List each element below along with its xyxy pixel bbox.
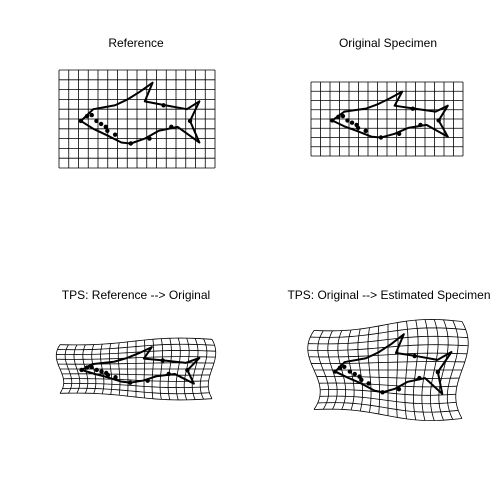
tps-ro-grid-line-horizontal <box>61 373 211 376</box>
tps-ro-landmark-point <box>99 369 104 374</box>
panel-tps-reference-to-original <box>55 337 217 401</box>
tps-oe-landmark-point <box>333 369 338 374</box>
original-landmark-point <box>396 131 402 136</box>
reference-landmark-point <box>98 121 104 127</box>
reference-landmark-point <box>94 118 99 124</box>
tps-oe-grid-line-horizontal <box>310 327 466 338</box>
tps-oe-landmark-point <box>359 377 364 383</box>
reference-landmark-point <box>89 112 94 118</box>
tps-ro-landmark-point <box>89 364 94 370</box>
tps-ro-grid-line-horizontal <box>62 387 210 395</box>
tps-oe-landmark-point <box>342 364 347 370</box>
reference-landmark-point <box>128 141 133 146</box>
reference-landmark-point <box>161 103 166 108</box>
tps-oe-grid-line-horizontal <box>317 402 459 413</box>
reference-landmark-point <box>187 118 193 124</box>
original-landmark-point <box>410 106 416 111</box>
reference-landmark-point <box>147 136 152 141</box>
original-landmark-point <box>363 128 368 134</box>
original-landmark-point <box>349 120 355 125</box>
original-landmark-point <box>345 118 350 123</box>
tps-oe-landmark-point <box>357 374 362 379</box>
tps-oe-shark-outline <box>334 333 453 395</box>
tps-oe-landmark-point <box>337 365 343 370</box>
tps-oe-grid-line-horizontal <box>308 352 468 358</box>
tps-oe-landmark-point <box>417 375 422 381</box>
reference-shark-outline <box>80 81 201 145</box>
tps-ro-landmark-point <box>105 372 111 378</box>
original-landmark-point <box>378 135 384 140</box>
tps-ro-grid-line-horizontal <box>59 392 213 401</box>
reference-landmark-point <box>169 124 174 130</box>
original-landmark-point <box>418 122 423 128</box>
original-landmark-point <box>436 118 441 123</box>
tps-ro-landmark-point <box>79 367 84 373</box>
original-landmark-point <box>336 114 341 119</box>
reference-landmark-point <box>103 124 109 130</box>
tps-oe-landmark-point <box>396 386 402 392</box>
tps-ro-landmark-point <box>113 375 118 380</box>
tps-ro-landmark-point <box>185 368 190 373</box>
tps-ro-landmark-point <box>166 371 171 377</box>
tps-oe-landmark-point <box>347 369 353 374</box>
reference-landmark-point <box>84 113 90 119</box>
original-shark-outline <box>331 90 449 139</box>
tps-oe-landmark-point <box>435 369 441 375</box>
panel-title-original-specimen: Original Specimen <box>339 36 437 50</box>
tps-oe-grid-line-horizontal <box>308 335 468 345</box>
tps-ro-grid-line-horizontal <box>63 383 209 388</box>
tps-oe-grid-line-horizontal <box>319 395 457 405</box>
tps-ro-landmark-point <box>94 367 99 373</box>
tps-ro-landmark-point <box>145 378 150 383</box>
tps-oe-landmark-point <box>352 371 357 377</box>
tps-oe-grid-line-horizontal <box>316 376 460 379</box>
tps-oe-grid-line-horizontal <box>320 389 456 396</box>
tps-oe-landmark-point <box>366 381 371 386</box>
tps-oe-grid-line-horizontal <box>313 319 463 332</box>
tps-ro-shark-outline <box>81 346 201 385</box>
tps-ro-grid-line-horizontal <box>63 378 209 382</box>
tps-oe-landmark-point <box>412 353 417 359</box>
panel-title-tps-reference-to-original: TPS: Reference --> Original <box>62 288 210 302</box>
tps-ro-grid-line-horizontal <box>59 337 213 346</box>
panel-title-tps-original-to-estimated: TPS: Original --> Estimated Specimen <box>287 288 490 302</box>
tps-ro-landmark-point <box>160 358 165 363</box>
panel-reference <box>58 69 216 169</box>
tps-oe-grid-line-horizontal <box>313 408 463 421</box>
tps-ro-grid-line-horizontal <box>56 350 216 355</box>
tps-ro-grid-line-horizontal <box>56 356 216 360</box>
original-landmark-point <box>355 125 361 131</box>
panel-title-reference: Reference <box>108 36 164 50</box>
tps-ro-grid-line-horizontal <box>57 343 215 351</box>
panel-original-specimen <box>310 81 464 157</box>
tps-ro-landmark-point <box>128 380 133 385</box>
reference-landmark-point <box>78 118 84 124</box>
tps-oe-grid-line-horizontal <box>311 361 465 364</box>
original-landmark-point <box>340 113 346 119</box>
original-landmark-point <box>330 118 335 123</box>
reference-landmark-point <box>112 132 118 137</box>
reference-landmark-point <box>105 128 110 133</box>
panel-tps-original-to-estimated <box>307 319 469 421</box>
tps-oe-landmark-point <box>380 390 385 395</box>
tps-ro-landmark-point <box>84 365 90 370</box>
